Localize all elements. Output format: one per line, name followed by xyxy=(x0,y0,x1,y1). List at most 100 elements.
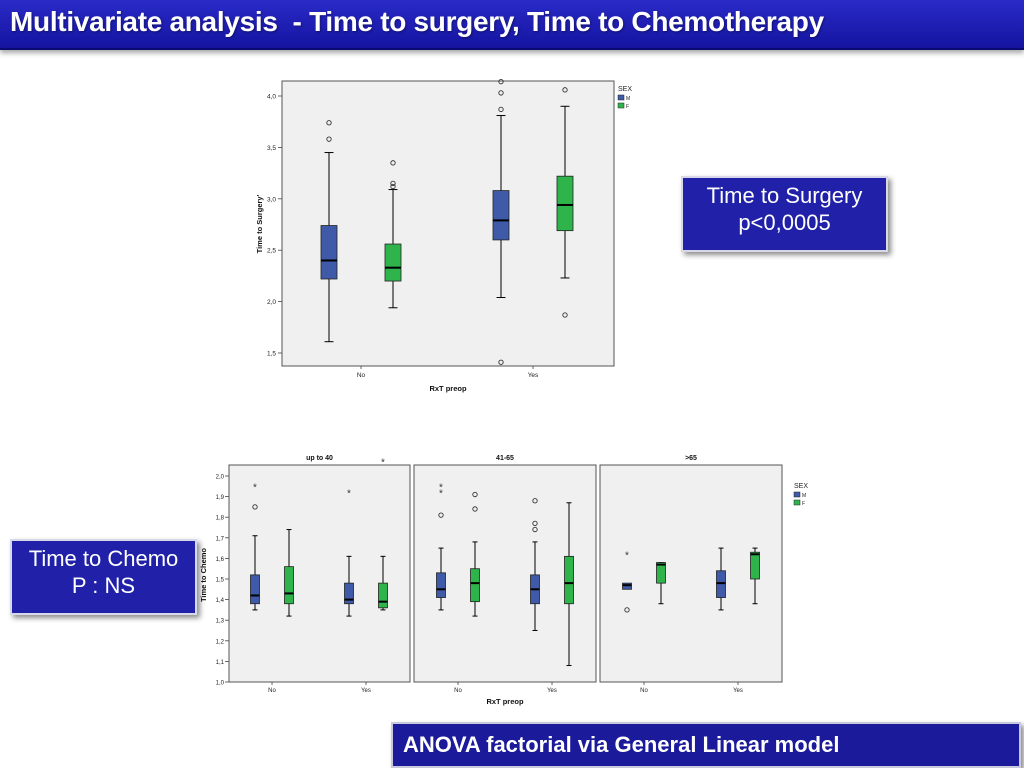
legend-label-M: M xyxy=(802,493,806,499)
iqr-box xyxy=(716,570,726,598)
legend-swatch-F xyxy=(617,102,625,109)
legend-label-M: M xyxy=(626,96,630,102)
box-41-65-F-Yes xyxy=(564,502,574,667)
outlier-point xyxy=(624,607,630,613)
outlier-point xyxy=(472,491,478,498)
y-axis-label: Time to Chemo xyxy=(199,548,208,602)
outlier-point xyxy=(390,183,396,190)
iqr-box xyxy=(656,562,666,584)
y-tick-label: 1,3 xyxy=(216,619,225,625)
extreme-point: * xyxy=(625,550,629,561)
box-41-65-F-No xyxy=(470,491,480,617)
iqr-box xyxy=(530,574,540,605)
outlier-point xyxy=(326,120,332,126)
x-tick-label: Yes xyxy=(528,372,539,379)
plot-area xyxy=(281,80,615,367)
y-tick-label: 1,6 xyxy=(216,557,225,563)
panel-plot-area xyxy=(599,464,783,683)
outlier-point xyxy=(498,78,504,85)
box-up to 40-F-Yes: * xyxy=(378,458,388,611)
time-to-surgery-callout: Time to Surgery p<0,0005 xyxy=(681,176,888,252)
outlier-point xyxy=(390,160,396,166)
box-F-Yes xyxy=(556,87,574,318)
x-tick-label: No xyxy=(268,688,276,694)
x-tick-label: No xyxy=(454,688,462,694)
outlier-point xyxy=(326,136,332,142)
iqr-box xyxy=(284,566,294,605)
outlier-point xyxy=(532,498,538,504)
outlier-point xyxy=(532,520,538,527)
y-tick-label: 1,5 xyxy=(216,578,225,584)
callout-surgery-pvalue: p<0,0005 xyxy=(738,210,831,235)
box-41-65-M-Yes xyxy=(530,498,540,631)
slide-title: Multivariate analysis - Time to surgery,… xyxy=(10,6,824,37)
x-tick-label: Yes xyxy=(733,688,743,694)
outlier-point xyxy=(532,526,538,533)
iqr-box xyxy=(750,551,760,580)
legend-label-F: F xyxy=(802,501,805,507)
legend-swatch-F xyxy=(793,499,801,506)
outlier-point xyxy=(498,106,504,113)
legend-swatch-M xyxy=(617,94,625,101)
x-axis-label: RxT preop xyxy=(486,697,524,706)
y-tick-label: 2,0 xyxy=(216,475,225,481)
extreme-point: * xyxy=(347,488,351,499)
y-tick-label: 1,9 xyxy=(216,495,225,501)
iqr-box xyxy=(492,190,510,241)
x-tick-label: Yes xyxy=(547,688,557,694)
x-axis-label: RxT preop xyxy=(429,384,467,393)
outlier-point xyxy=(498,359,504,365)
title-bar: Multivariate analysis - Time to surgery,… xyxy=(0,0,1024,50)
box-41-65-M-No: ** xyxy=(436,482,446,611)
anova-footer-box: ANOVA factorial via General Linear model xyxy=(391,722,1021,768)
y-tick-label: 1,2 xyxy=(216,639,225,645)
iqr-box xyxy=(436,572,446,598)
legend-sex: SEX MF xyxy=(617,86,632,110)
callout-surgery-line1: Time to Surgery xyxy=(706,183,863,208)
iqr-box xyxy=(470,568,480,603)
legend-sex: SEX MF xyxy=(793,483,808,507)
iqr-box xyxy=(622,582,632,590)
outlier-point xyxy=(390,180,396,187)
y-tick-label: 3,5 xyxy=(267,145,276,152)
anova-footer-text: ANOVA factorial via General Linear model xyxy=(403,732,840,757)
y-tick-label: 2,5 xyxy=(267,248,276,255)
panel-title: up to 40 xyxy=(306,455,333,462)
outlier-point xyxy=(562,312,568,318)
box->65-F-No xyxy=(656,562,666,605)
extreme-point: * xyxy=(439,482,443,493)
y-axis-label: Time to Surgery' xyxy=(255,194,264,253)
y-tick-label: 1,1 xyxy=(216,660,225,666)
panel-plot-area xyxy=(413,464,597,683)
y-tick-label: 1,0 xyxy=(216,681,225,687)
panel-plot-area xyxy=(228,464,411,683)
box->65-M-No: * xyxy=(622,550,632,613)
box-up to 40-M-No: * xyxy=(250,482,260,611)
outlier-point xyxy=(252,504,258,510)
box-M-No xyxy=(320,120,338,343)
time-to-chemo-callout: Time to Chemo P : NS xyxy=(10,539,197,615)
x-tick-label: No xyxy=(357,372,366,379)
iqr-box xyxy=(378,582,388,609)
box->65-M-Yes xyxy=(716,547,726,611)
iqr-box xyxy=(320,225,338,280)
outlier-point xyxy=(498,90,504,96)
panel-title: 41-65 xyxy=(496,455,514,462)
callout-chemo-pvalue: P : NS xyxy=(71,573,136,598)
extreme-point: * xyxy=(439,488,443,499)
y-tick-label: 1,5 xyxy=(267,351,276,358)
callout-chemo-line1: Time to Chemo xyxy=(28,546,179,571)
y-tick-label: 4,0 xyxy=(267,94,276,101)
box-F-No xyxy=(384,160,402,309)
box-M-Yes xyxy=(492,78,510,365)
box-up to 40-F-No xyxy=(284,529,294,617)
legend-title: SEX xyxy=(618,86,632,93)
iqr-box xyxy=(250,574,260,605)
panel-title: >65 xyxy=(685,455,697,462)
outlier-point xyxy=(438,512,444,518)
y-tick-label: 3,0 xyxy=(267,196,276,203)
box-up to 40-M-Yes: * xyxy=(344,488,354,617)
legend-label-F: F xyxy=(626,104,629,110)
y-tick-label: 2,0 xyxy=(267,299,276,306)
